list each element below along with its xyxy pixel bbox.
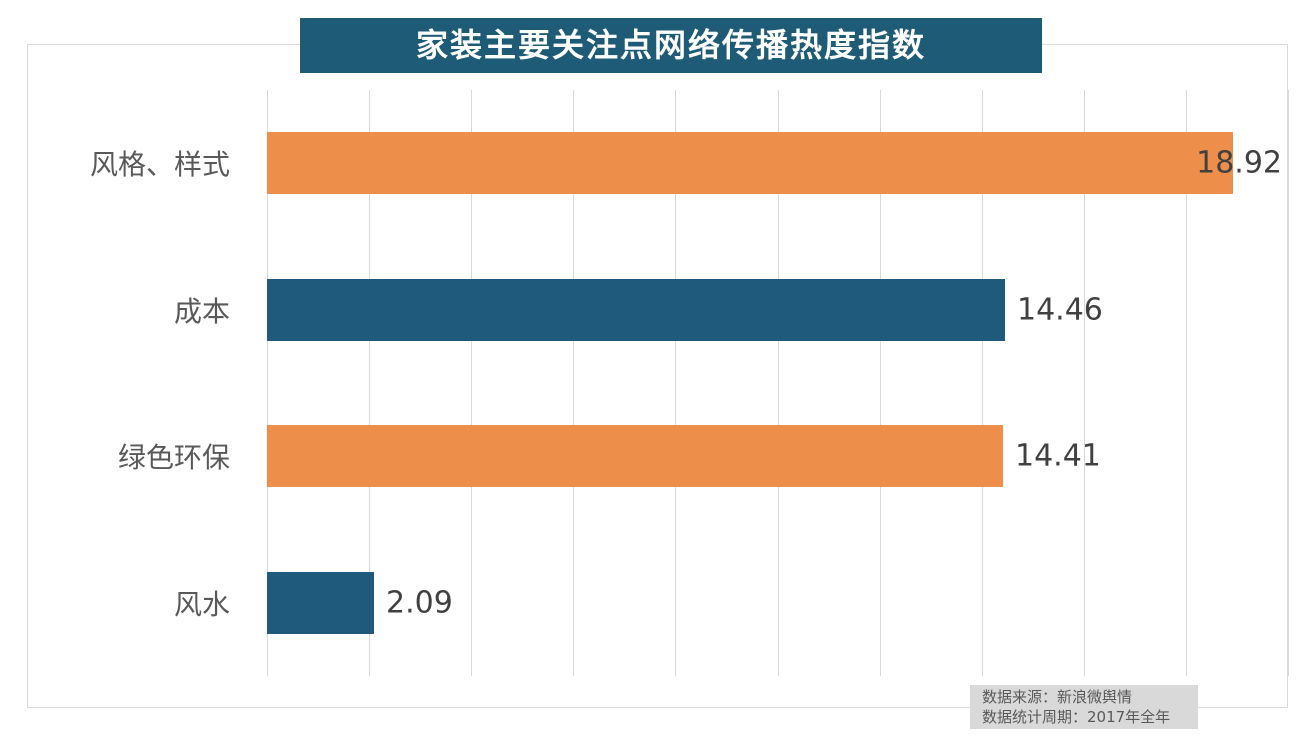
category-label: 风水 bbox=[173, 587, 230, 621]
gridline bbox=[778, 90, 779, 676]
bar-value-label: 14.46 bbox=[1017, 292, 1103, 328]
gridline bbox=[471, 90, 472, 676]
bar-value-label: 14.41 bbox=[1015, 438, 1101, 474]
gridline bbox=[880, 90, 881, 676]
chart-title: 家装主要关注点网络传播热度指数 bbox=[300, 18, 1042, 73]
data-source-note: 数据来源：新浪微舆情 数据统计周期：2017年全年 bbox=[970, 685, 1198, 729]
gridline bbox=[267, 90, 268, 676]
bar-value-label: 2.09 bbox=[386, 585, 453, 621]
category-label: 绿色环保 bbox=[117, 441, 230, 475]
gridline bbox=[369, 90, 370, 676]
category-label: 风格、样式 bbox=[89, 148, 230, 182]
category-label: 成本 bbox=[173, 294, 230, 328]
bar-value-label: 18.92 bbox=[1196, 145, 1282, 181]
gridline bbox=[1288, 90, 1289, 676]
bar bbox=[267, 279, 1005, 341]
gridline bbox=[573, 90, 574, 676]
bar bbox=[267, 425, 1003, 487]
bar bbox=[267, 132, 1233, 194]
data-source-line: 数据来源：新浪微舆情 bbox=[982, 688, 1133, 706]
gridline bbox=[1084, 90, 1085, 676]
gridline bbox=[675, 90, 676, 676]
data-period-line: 数据统计周期：2017年全年 bbox=[982, 708, 1171, 726]
gridline bbox=[1186, 90, 1187, 676]
bar bbox=[267, 572, 374, 634]
gridline bbox=[982, 90, 983, 676]
